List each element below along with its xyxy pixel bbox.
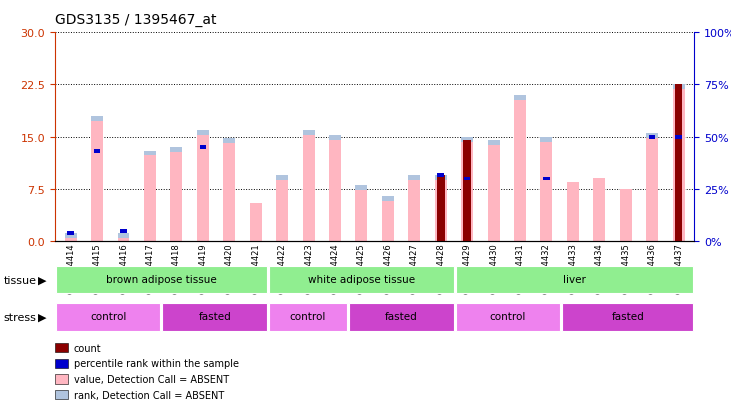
Bar [461, 137, 473, 242]
Bar [646, 134, 658, 139]
Bar [118, 233, 129, 242]
Bar [56, 266, 267, 294]
Bar [594, 179, 605, 242]
Bar [65, 233, 77, 242]
Bar [224, 139, 235, 144]
Bar [437, 176, 444, 242]
Bar [329, 136, 341, 141]
Bar [620, 190, 632, 242]
Text: brown adipose tissue: brown adipose tissue [106, 274, 217, 284]
Bar [543, 177, 550, 181]
Bar [355, 186, 368, 191]
Bar [121, 229, 126, 233]
Bar [349, 303, 453, 331]
Text: fasted: fasted [385, 311, 417, 321]
Text: fasted: fasted [198, 311, 231, 321]
Bar [162, 303, 267, 331]
Text: ▶: ▶ [38, 312, 47, 322]
Bar [455, 303, 560, 331]
Bar [276, 176, 288, 180]
Bar [200, 146, 206, 150]
Bar [562, 303, 694, 331]
Text: control: control [490, 311, 526, 321]
Bar [675, 135, 682, 139]
Bar [435, 176, 447, 242]
Bar [276, 176, 288, 242]
Bar [514, 96, 526, 100]
Bar [91, 116, 103, 121]
Bar [197, 131, 209, 242]
Bar [673, 85, 684, 90]
Bar [170, 148, 182, 153]
Bar [303, 131, 314, 242]
Bar [144, 151, 156, 156]
Bar [197, 131, 209, 135]
Bar [435, 176, 447, 180]
Bar [94, 150, 100, 153]
Bar [355, 186, 368, 242]
Text: tissue: tissue [4, 275, 37, 285]
Text: white adipose tissue: white adipose tissue [308, 274, 415, 284]
Text: rank, Detection Call = ABSENT: rank, Detection Call = ABSENT [74, 390, 224, 400]
Bar [65, 233, 77, 238]
Bar [303, 131, 314, 135]
Bar [567, 183, 579, 242]
Bar [382, 197, 394, 242]
Text: stress: stress [4, 312, 37, 322]
Bar [461, 138, 473, 142]
Text: count: count [74, 343, 102, 353]
Text: control: control [289, 311, 326, 321]
Bar [144, 151, 156, 242]
Bar [250, 203, 262, 242]
Bar [224, 139, 235, 242]
Text: GDS3135 / 1395467_at: GDS3135 / 1395467_at [55, 13, 216, 27]
Bar [540, 137, 553, 242]
Bar [540, 138, 553, 142]
Bar [170, 148, 182, 242]
Bar [67, 231, 74, 235]
Bar [269, 266, 453, 294]
Bar [463, 141, 471, 242]
Bar [56, 303, 160, 331]
Bar [269, 303, 347, 331]
Bar [118, 233, 129, 238]
Bar [409, 176, 420, 242]
Bar [455, 266, 694, 294]
Bar [675, 85, 683, 242]
Bar [329, 136, 341, 242]
Bar [649, 135, 656, 139]
Text: value, Detection Call = ABSENT: value, Detection Call = ABSENT [74, 374, 229, 384]
Bar [488, 141, 499, 146]
Text: ▶: ▶ [38, 275, 47, 285]
Text: percentile rank within the sample: percentile rank within the sample [74, 358, 239, 368]
Bar [673, 85, 684, 242]
Bar [437, 173, 444, 178]
Bar [646, 134, 658, 242]
Bar [409, 176, 420, 180]
Text: control: control [90, 311, 126, 321]
Text: liver: liver [563, 274, 586, 284]
Bar [488, 141, 499, 242]
Bar [382, 197, 394, 201]
Text: fasted: fasted [611, 311, 644, 321]
Bar [514, 96, 526, 242]
Bar [91, 116, 103, 242]
Bar [464, 177, 471, 181]
